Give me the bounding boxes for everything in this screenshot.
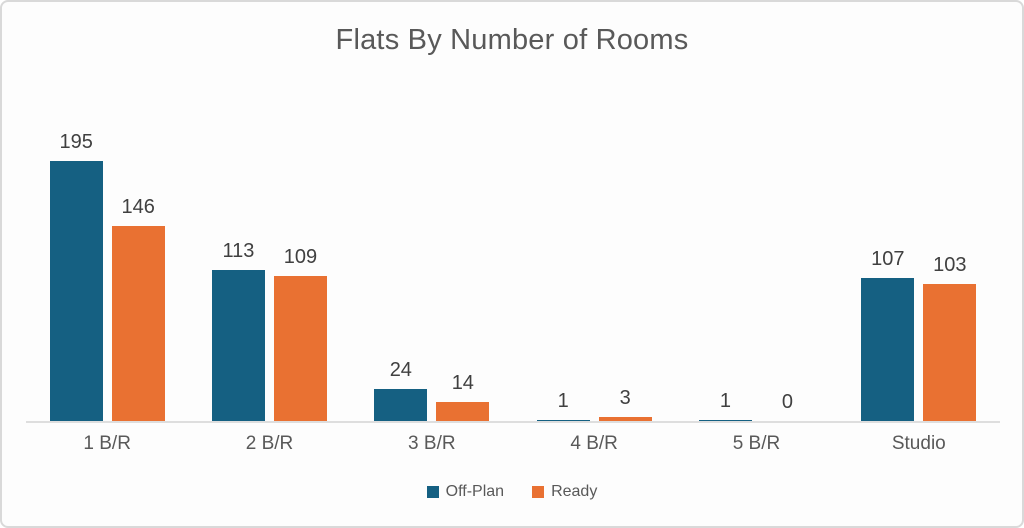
legend-swatch-ready (532, 486, 545, 498)
legend-item-off-plan: Off-Plan (426, 483, 505, 501)
category-group-studio: 107 103 (838, 102, 1000, 421)
off-plan-bar-group-studio: 107 (861, 248, 915, 421)
x-axis-label-3-b-r: 3 B/R (408, 433, 456, 454)
category-group-2-b-r: 113 109 (188, 102, 350, 421)
legend-swatch-off-plan (426, 486, 439, 498)
ready-bar-group-5-b-r: 0 (761, 391, 814, 421)
off-plan-value-label-3-b-r: 24 (389, 359, 412, 381)
plot-area: 195 146 113 109 24 14 1 3 1 0 107 103 (26, 102, 1000, 423)
ready-bar-group-1-b-r: 146 (111, 196, 165, 421)
off-plan-bar-4-b-r (536, 419, 590, 421)
off-plan-value-label-5-b-r: 1 (719, 389, 732, 412)
off-plan-bar-1-b-r (49, 161, 103, 421)
ready-bar-3-b-r (436, 402, 490, 421)
category-group-3-b-r: 24 14 (351, 102, 513, 421)
ready-bar-4-b-r (598, 417, 652, 421)
ready-bar-1-b-r (111, 226, 165, 421)
off-plan-bar-group-3-b-r: 24 (374, 359, 428, 421)
chart-title: Flats By Number of Rooms (335, 24, 689, 56)
ready-value-label-5-b-r: 0 (781, 391, 794, 413)
ready-bar-studio (923, 283, 977, 421)
off-plan-bar-studio (861, 278, 915, 421)
ready-value-label-1-b-r: 146 (121, 196, 155, 219)
x-axis-label-1-b-r: 1 B/R (83, 433, 131, 454)
legend-item-ready: Ready (532, 483, 597, 501)
legend-label-off-plan: Off-Plan (445, 483, 505, 500)
off-plan-bar-3-b-r (374, 389, 428, 421)
x-axis-labels: 1 B/R 2 B/R 3 B/R 4 B/R 5 B/R Studio (26, 433, 1000, 455)
ready-value-label-4-b-r: 3 (619, 387, 631, 409)
ready-bar-group-studio: 103 (923, 253, 977, 421)
x-axis-label-studio: Studio (891, 433, 946, 454)
ready-bar-group-3-b-r: 14 (436, 372, 490, 421)
legend-label-ready: Ready (551, 483, 598, 500)
off-plan-bar-group-1-b-r: 195 (49, 131, 103, 421)
off-plan-bar-2-b-r (211, 270, 265, 421)
ready-bar-2-b-r (273, 275, 327, 421)
ready-value-label-2-b-r: 109 (283, 245, 318, 268)
off-plan-bar-group-2-b-r: 113 (211, 240, 265, 421)
off-plan-value-label-1-b-r: 195 (59, 131, 93, 153)
off-plan-bar-5-b-r (698, 419, 752, 421)
off-plan-value-label-4-b-r: 1 (557, 389, 569, 412)
off-plan-bar-group-5-b-r: 1 (698, 389, 752, 421)
ready-value-label-studio: 103 (933, 253, 967, 276)
legend: Off-Plan Ready (2, 483, 1022, 501)
x-axis-label-4-b-r: 4 B/R (570, 433, 618, 454)
category-group-1-b-r: 195 146 (26, 102, 188, 421)
off-plan-value-label-2-b-r: 113 (222, 240, 255, 263)
off-plan-value-label-studio: 107 (871, 248, 905, 271)
x-axis-label-2-b-r: 2 B/R (245, 433, 294, 454)
ready-value-label-3-b-r: 14 (451, 372, 474, 395)
off-plan-bar-group-4-b-r: 1 (536, 389, 590, 421)
ready-bar-group-2-b-r: 109 (273, 245, 327, 421)
ready-bar-group-4-b-r: 3 (598, 387, 652, 421)
x-axis-label-5-b-r: 5 B/R (732, 433, 781, 454)
